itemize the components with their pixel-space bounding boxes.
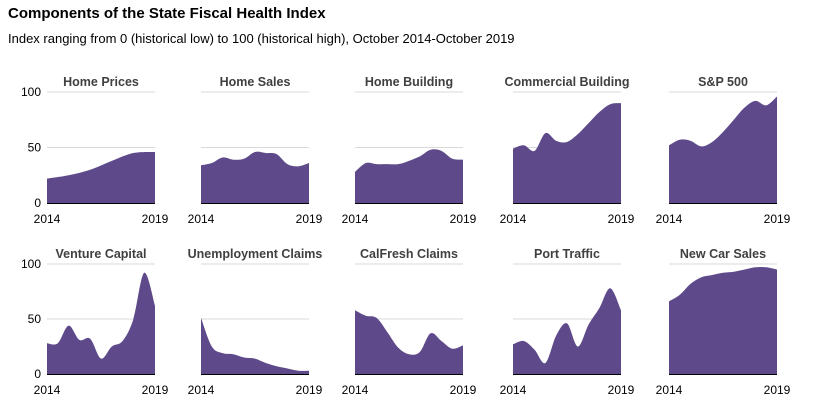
panel-title: Unemployment Claims xyxy=(188,247,323,261)
x-tick-label: 2014 xyxy=(34,212,61,226)
y-tick-label: 50 xyxy=(28,141,42,155)
panel-2: Home Building 2014 2019 xyxy=(342,75,477,226)
panel-title: Commercial Building xyxy=(504,75,629,89)
area-series xyxy=(669,267,777,374)
area-series xyxy=(355,310,463,374)
x-tick-label: 2019 xyxy=(608,383,635,397)
area-series xyxy=(669,96,777,203)
x-tick-label: 2019 xyxy=(296,383,323,397)
x-tick-label: 2014 xyxy=(500,212,527,226)
x-tick-label: 2019 xyxy=(296,212,323,226)
panel-title: CalFresh Claims xyxy=(360,247,458,261)
x-tick-label: 2014 xyxy=(188,212,215,226)
y-tick-label: 100 xyxy=(21,257,41,271)
x-tick-label: 2014 xyxy=(188,383,215,397)
panel-title: Home Prices xyxy=(63,75,139,89)
panel-title: Home Sales xyxy=(220,75,291,89)
x-tick-label: 2014 xyxy=(656,383,683,397)
x-tick-label: 2019 xyxy=(450,383,477,397)
area-series xyxy=(513,103,621,203)
x-tick-label: 2019 xyxy=(608,212,635,226)
x-tick-label: 2014 xyxy=(342,212,369,226)
area-series xyxy=(355,149,463,203)
panel-5: Venture Capital 2014 2019 0 50 100 xyxy=(21,247,169,397)
panel-3: Commercial Building 2014 2019 xyxy=(500,75,635,226)
x-tick-label: 2019 xyxy=(764,212,791,226)
panel-9: New Car Sales 2014 2019 xyxy=(656,247,791,397)
panel-6: Unemployment Claims 2014 2019 xyxy=(188,247,323,397)
area-series xyxy=(47,272,155,374)
area-series xyxy=(201,317,309,374)
area-series xyxy=(201,151,309,203)
x-tick-label: 2019 xyxy=(764,383,791,397)
panel-title: Port Traffic xyxy=(534,247,600,261)
panel-title: New Car Sales xyxy=(680,247,766,261)
x-tick-label: 2014 xyxy=(342,383,369,397)
panel-4: S&P 500 2014 2019 xyxy=(656,75,791,226)
x-tick-label: 2019 xyxy=(142,383,169,397)
area-series xyxy=(47,151,155,203)
x-tick-label: 2014 xyxy=(500,383,527,397)
y-tick-label: 50 xyxy=(28,312,42,326)
x-tick-label: 2019 xyxy=(142,212,169,226)
panel-1: Home Sales 2014 2019 xyxy=(188,75,323,226)
chart-subtitle: Index ranging from 0 (historical low) to… xyxy=(8,31,515,46)
chart-title: Components of the State Fiscal Health In… xyxy=(8,5,326,22)
panel-title: S&P 500 xyxy=(698,75,748,89)
panel-title: Venture Capital xyxy=(56,247,147,261)
panel-title: Home Building xyxy=(365,75,453,89)
panel-0: Home Prices 2014 2019 0 50 100 xyxy=(21,75,169,226)
panel-8: Port Traffic 2014 2019 xyxy=(500,247,635,397)
y-tick-label: 0 xyxy=(34,367,41,381)
panel-7: CalFresh Claims 2014 2019 xyxy=(342,247,477,397)
x-tick-label: 2014 xyxy=(34,383,61,397)
y-tick-label: 0 xyxy=(34,196,41,210)
x-tick-label: 2014 xyxy=(656,212,683,226)
x-tick-label: 2019 xyxy=(450,212,477,226)
y-tick-label: 100 xyxy=(21,85,41,99)
area-series xyxy=(513,288,621,374)
